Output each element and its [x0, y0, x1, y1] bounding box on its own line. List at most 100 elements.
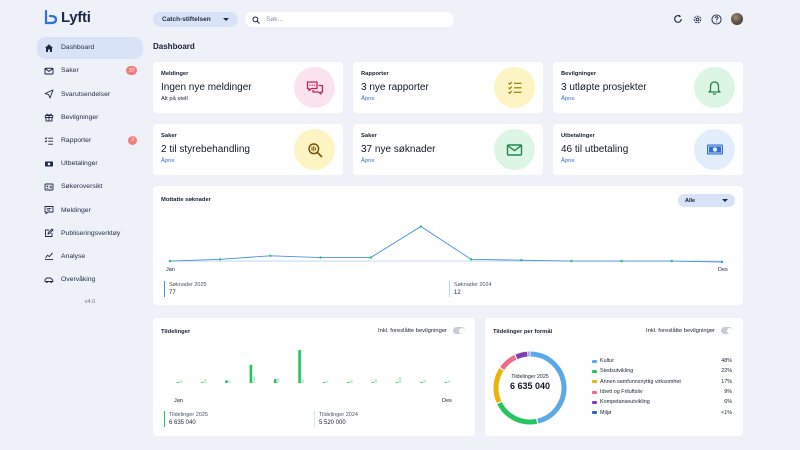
data-point[interactable] — [720, 260, 724, 264]
data-point[interactable] — [570, 259, 573, 263]
data-point[interactable] — [419, 225, 423, 228]
data-point[interactable] — [670, 259, 674, 263]
bar-2024[interactable] — [325, 380, 329, 383]
donut-slice[interactable] — [515, 351, 528, 360]
bar-2025[interactable] — [347, 382, 350, 383]
legend-name: Tildelinger 2025 — [169, 412, 208, 418]
bar-2024[interactable] — [252, 376, 256, 383]
sidebar-item-publiseringsverktoy[interactable]: Publiseringsverktøy — [37, 223, 143, 245]
sidebar-item-overvaking[interactable]: Overvåking — [37, 269, 143, 291]
data-point[interactable] — [319, 256, 322, 259]
open-link[interactable]: Åpne — [361, 96, 375, 102]
sidebar-item-dashboard[interactable]: Dashboard — [37, 37, 143, 59]
data-point[interactable] — [469, 258, 473, 261]
sidebar-item-rapporter[interactable]: Rapporter 3 — [37, 130, 143, 152]
bar-2024[interactable] — [350, 379, 353, 383]
bar-2024[interactable] — [203, 379, 207, 383]
donut-slice[interactable] — [493, 368, 504, 404]
open-link[interactable]: Åpne — [161, 158, 175, 164]
stat-card-board-cases: Saker 2 til styrebehandling Åpne — [153, 124, 343, 175]
bar-2024[interactable] — [301, 379, 304, 383]
money-icon — [694, 129, 735, 170]
stat-card-label: Utbetalinger — [561, 133, 595, 139]
sidebar-item-meldinger[interactable]: Meldinger — [37, 199, 143, 221]
legend-value: 77 — [169, 290, 176, 296]
pie-legend-row: Miljø <1% — [592, 407, 732, 417]
stat-card-label: Meldinger — [161, 71, 189, 77]
sidebar-item-utbetalinger[interactable]: Utbetalinger — [37, 153, 143, 175]
sidebar-item-label: Bevilgninger — [61, 113, 99, 121]
refresh-icon[interactable] — [672, 13, 684, 25]
bar-2025[interactable] — [371, 382, 375, 383]
app-version: v4.0 — [84, 299, 96, 305]
bar-2025[interactable] — [395, 382, 399, 383]
bar-2024[interactable] — [423, 379, 426, 383]
gift-icon — [44, 112, 54, 122]
donut-slice[interactable] — [530, 351, 567, 424]
logo-text: Lyfti — [61, 9, 91, 26]
toggle-label: Inkl. foreslåtte bevilgninger — [378, 327, 447, 334]
legend-name: Stedsutvikling — [600, 368, 634, 375]
stat-card-payouts: Utbetalinger 46 til utbetaling Åpne — [553, 124, 743, 175]
logo[interactable]: Lyfti — [44, 9, 91, 26]
bar-2024[interactable] — [179, 379, 183, 383]
data-point[interactable] — [168, 259, 172, 263]
open-link[interactable]: Åpne — [361, 158, 375, 164]
donut-slice[interactable] — [497, 401, 538, 425]
sidebar-item-saker[interactable]: Saker 37 — [37, 60, 143, 82]
bar-2025[interactable] — [444, 382, 448, 383]
bar-2024[interactable] — [447, 380, 451, 383]
sidebar-item-sokeroversikt[interactable]: Søkeroversikt — [37, 176, 143, 198]
year-filter-select[interactable]: Alle — [678, 194, 735, 207]
include-proposed-toggle[interactable] — [453, 327, 465, 334]
sidebar-item-bevilgninger[interactable]: Bevilgninger — [37, 107, 143, 129]
chat-icon — [44, 205, 54, 215]
donut-slice[interactable] — [500, 355, 517, 371]
bar-2024[interactable] — [228, 380, 231, 383]
bar-2024[interactable] — [276, 378, 280, 383]
bar-2025[interactable] — [176, 382, 180, 383]
bar-2025[interactable] — [322, 382, 326, 383]
sidebar-item-analyse[interactable]: Analyse — [37, 246, 143, 268]
data-point[interactable] — [369, 256, 372, 259]
help-icon[interactable] — [710, 13, 722, 25]
legend-value: 5 520 000 — [319, 420, 346, 426]
legend-item-2025: Tildelinger 2025 6 635 040 — [164, 411, 208, 427]
pie-legend-row: Annen samfunnsnyttig virksomhet 17% — [592, 377, 732, 387]
legend-swatch — [592, 400, 597, 404]
bar-2025[interactable] — [249, 364, 253, 383]
legend-name: Tildelinger 2024 — [319, 412, 358, 418]
x-tick-label: Jan — [174, 398, 183, 404]
open-link[interactable]: Åpne — [561, 96, 575, 102]
include-proposed-toggle[interactable] — [721, 327, 733, 334]
chart-line-icon — [44, 251, 54, 261]
stat-card-value: 46 til utbetaling — [561, 144, 629, 155]
data-point[interactable] — [520, 259, 523, 262]
bar-2025[interactable] — [225, 380, 228, 383]
data-point[interactable] — [218, 258, 222, 261]
legend-value: 12 — [454, 290, 461, 296]
bar-2024[interactable] — [398, 377, 402, 383]
stat-card-value: 2 til styrebehandling — [161, 144, 250, 155]
avatar[interactable] — [731, 13, 743, 25]
gear-icon[interactable] — [691, 13, 703, 25]
search-input[interactable] — [266, 16, 436, 23]
data-point[interactable] — [620, 259, 623, 263]
bar-2025[interactable] — [200, 382, 204, 383]
year-filter-value: Alle — [685, 197, 696, 204]
open-link[interactable]: Åpne — [561, 158, 575, 164]
bar-2025[interactable] — [298, 350, 301, 383]
chevron-down-icon — [223, 18, 229, 21]
stat-card-value: 3 utløpte prosjekter — [561, 82, 647, 93]
sidebar-item-label: Saker — [61, 67, 79, 75]
search-doc-icon — [294, 129, 335, 170]
bar-2025[interactable] — [420, 382, 423, 383]
legend-percent: 22% — [721, 368, 732, 375]
organization-select[interactable]: Catch-stiftelsen — [153, 12, 238, 27]
sidebar-item-svarutsendelser[interactable]: Svarutsendelser — [37, 83, 143, 105]
legend-swatch — [592, 411, 597, 415]
bar-2025[interactable] — [273, 379, 277, 383]
search-box[interactable] — [245, 12, 454, 27]
data-point[interactable] — [269, 254, 272, 257]
bar-2024[interactable] — [374, 379, 378, 383]
